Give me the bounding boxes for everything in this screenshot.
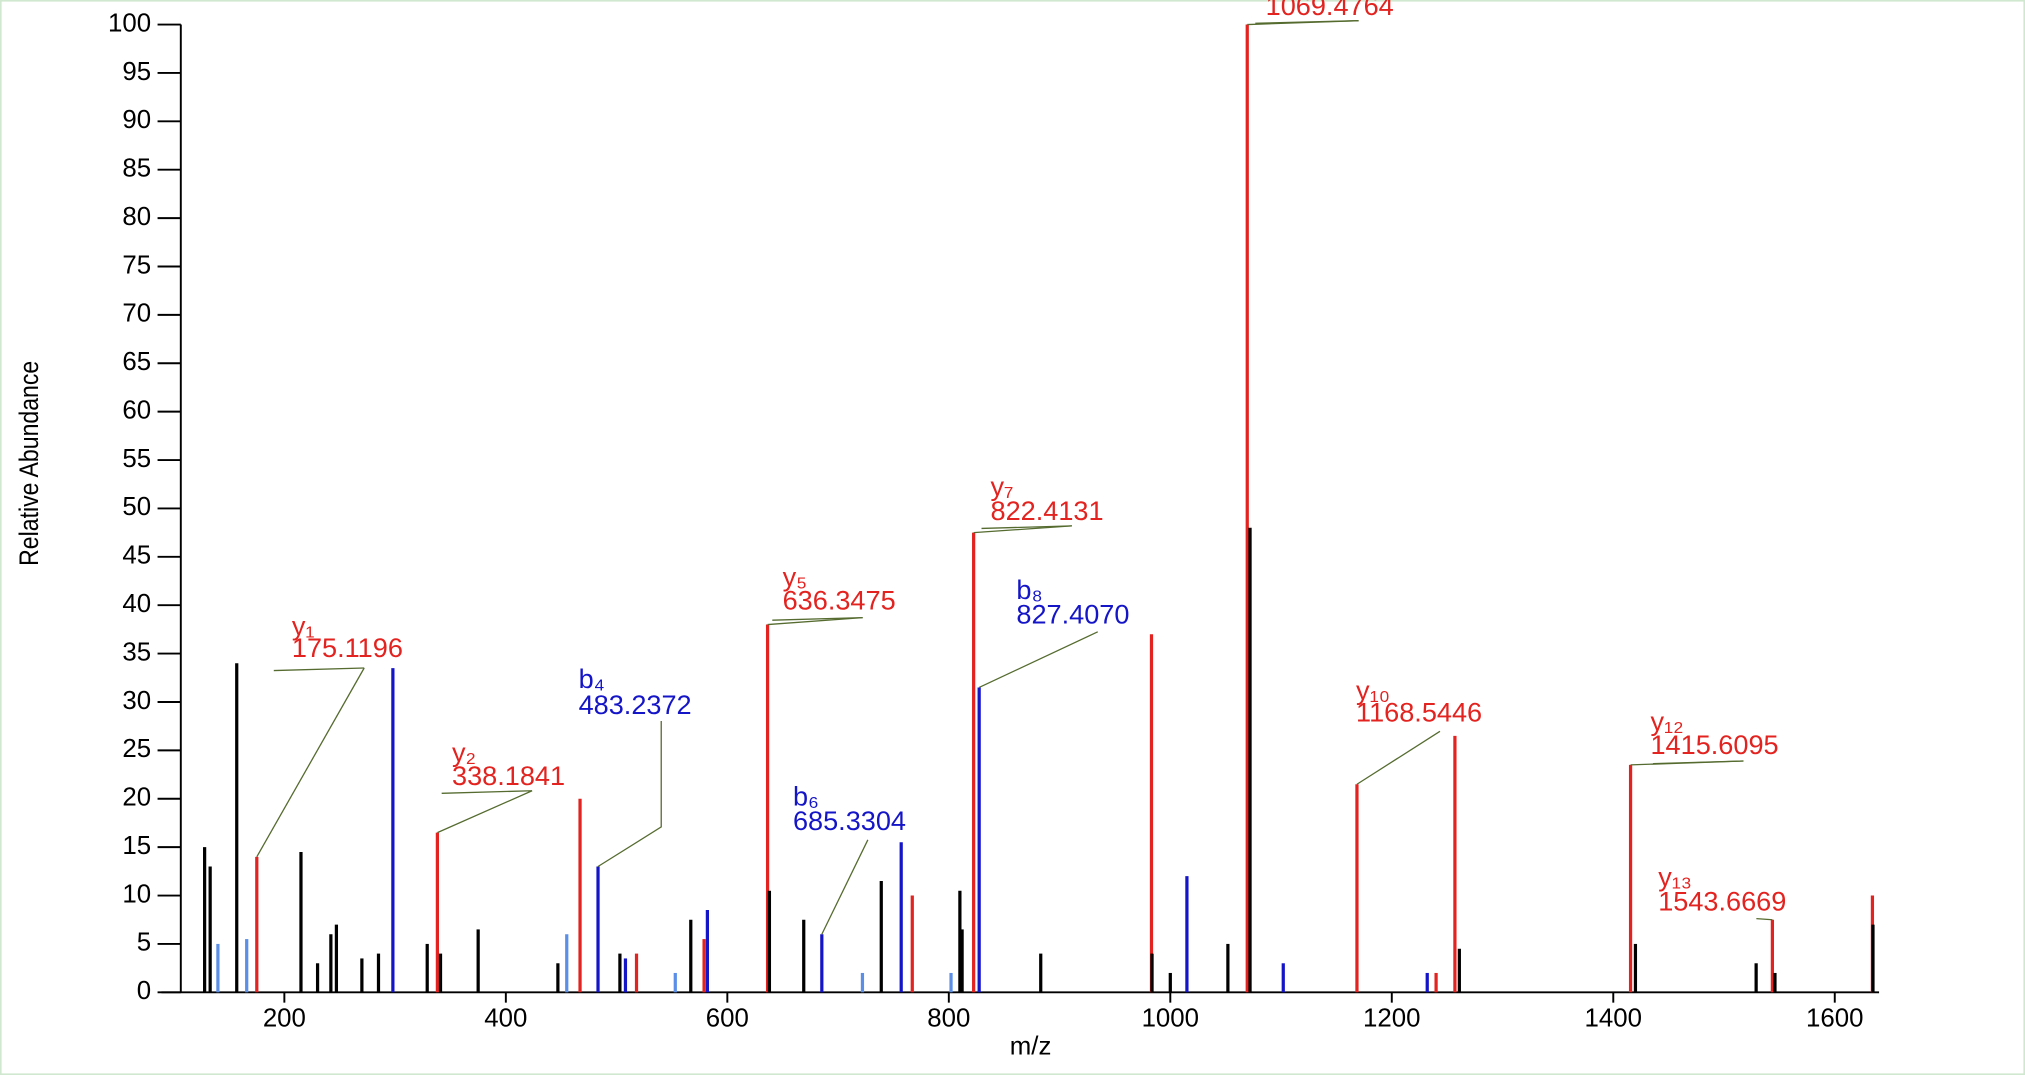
leader-line — [973, 525, 1072, 534]
y-tick-label: 35 — [122, 638, 151, 666]
leader-underline — [1255, 20, 1359, 24]
y-tick-label: 45 — [122, 542, 151, 570]
mz-label: 636.3475 — [783, 584, 896, 615]
y-tick-label: 80 — [122, 203, 151, 231]
leader-line — [821, 839, 869, 935]
leader-line — [978, 631, 1099, 689]
mz-label: 827.4070 — [1016, 598, 1129, 629]
ion-label: y₂ — [452, 737, 476, 768]
leader-underline — [1653, 760, 1744, 765]
y-tick-label: 25 — [122, 735, 151, 763]
y-tick-label: 75 — [122, 251, 151, 279]
y-axis-label: Relative Abundance — [14, 361, 44, 566]
x-tick-label: 800 — [927, 1004, 970, 1032]
leader-line — [597, 720, 662, 868]
mz-label: 1543.6669 — [1658, 885, 1786, 916]
mz-label: 822.4131 — [991, 495, 1104, 526]
y-tick-label: 55 — [122, 445, 151, 473]
mz-label: 685.3304 — [793, 805, 906, 836]
leader-line — [1356, 730, 1441, 785]
mz-label: 338.1841 — [452, 760, 565, 791]
ion-label: b₆ — [793, 781, 819, 812]
leader-line — [1756, 918, 1773, 921]
y-tick-label: 30 — [122, 687, 151, 715]
y-tick-label: 65 — [122, 348, 151, 376]
y-tick-label: 70 — [122, 300, 151, 328]
y-tick-label: 15 — [122, 832, 151, 860]
y-tick-label: 10 — [122, 880, 151, 908]
y-tick-label: 100 — [108, 9, 151, 37]
x-axis-label: m/z — [1010, 1033, 1052, 1061]
ion-label: b₄ — [579, 663, 605, 694]
leader-underline — [273, 667, 365, 672]
ion-label: y₁ — [292, 610, 315, 641]
y-tick-label: 85 — [122, 155, 151, 183]
mz-label: 175.1196 — [292, 632, 403, 663]
ion-label: y₁₂ — [1650, 706, 1683, 737]
mz-label: 1069.4764 — [1266, 0, 1394, 21]
ion-label: y₇ — [991, 471, 1014, 502]
x-tick-label: 1600 — [1806, 1004, 1863, 1032]
x-tick-label: 1200 — [1363, 1004, 1420, 1032]
ion-label: b₈ — [1016, 574, 1042, 605]
mz-label: 1415.6095 — [1650, 729, 1778, 760]
y-tick-label: 20 — [122, 784, 151, 812]
leader-line — [437, 790, 533, 834]
leader-line — [256, 667, 365, 858]
y-tick-label: 5 — [137, 929, 151, 957]
y-tick-label: 0 — [137, 977, 151, 1005]
y-tick-label: 60 — [122, 396, 151, 424]
x-tick-label: 1000 — [1142, 1004, 1199, 1032]
x-tick-label: 200 — [263, 1004, 306, 1032]
mz-label: 1168.5446 — [1356, 697, 1482, 728]
mz-label: 483.2372 — [579, 689, 692, 720]
x-tick-label: 600 — [706, 1004, 749, 1032]
y-tick-label: 50 — [122, 493, 151, 521]
leader-underline — [441, 790, 533, 794]
ion-label: y₁₀ — [1356, 675, 1390, 706]
y-tick-label: 90 — [122, 106, 151, 134]
leader-line — [767, 616, 863, 626]
x-tick-label: 1400 — [1585, 1004, 1642, 1032]
leader-underline — [772, 616, 863, 621]
y-tick-label: 40 — [122, 590, 151, 618]
ion-label: y₁₃ — [1658, 861, 1692, 892]
ion-label: y₅ — [783, 561, 807, 592]
x-tick-label: 400 — [484, 1004, 527, 1032]
y-tick-label: 95 — [122, 58, 151, 86]
leader-underline — [981, 525, 1072, 530]
